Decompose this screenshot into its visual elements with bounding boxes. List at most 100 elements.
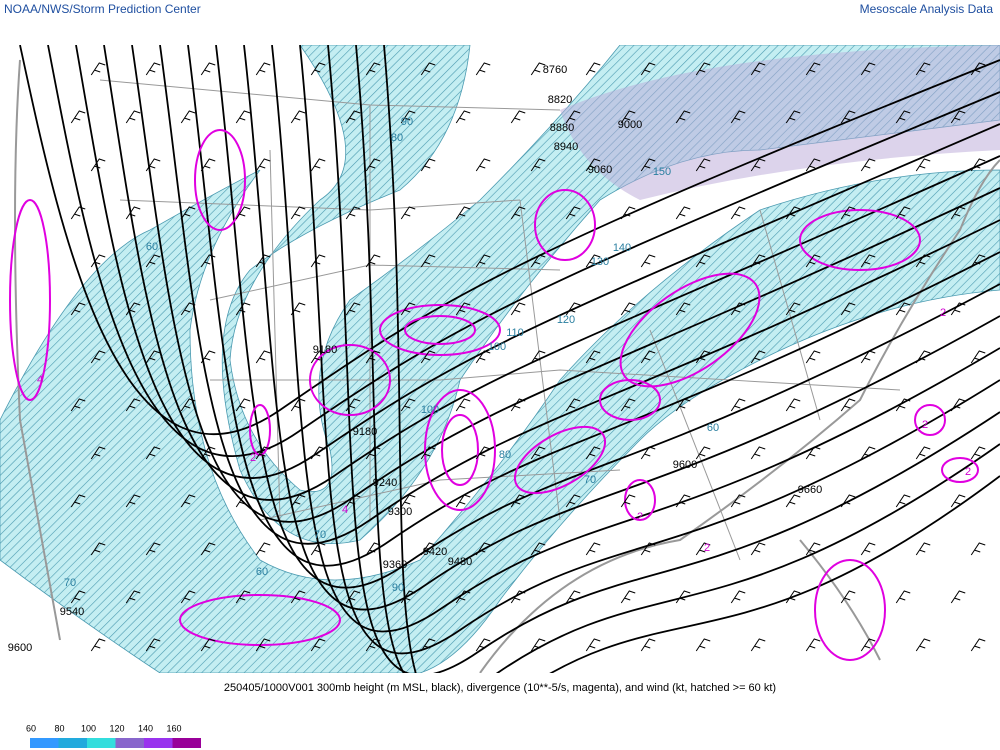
height-contour: [159, 45, 1000, 545]
wind-barb: [455, 494, 471, 508]
wind-barb: [620, 398, 636, 412]
wind-barb: [785, 398, 801, 412]
wind-barbs: [70, 62, 986, 652]
wind-barb: [145, 446, 161, 460]
wind-barb: [860, 446, 876, 460]
wind-barb: [365, 158, 381, 172]
wind-barb: [200, 254, 216, 268]
wind-barb: [200, 446, 216, 460]
wind-barb: [730, 206, 746, 220]
wind-barb: [475, 158, 491, 172]
wind-barb: [695, 254, 711, 268]
divergence-label: 2: [965, 466, 971, 478]
wind-barb: [750, 62, 766, 76]
wind-barb: [915, 638, 931, 652]
divergence-label: 2: [637, 511, 643, 523]
wind-barb: [70, 590, 86, 604]
height-contour: [187, 45, 1000, 567]
wind-barb: [455, 206, 471, 220]
wind-barb: [70, 302, 86, 316]
iotach-labels: 60: [256, 566, 268, 578]
wind-barb: [255, 446, 271, 460]
wind-barb: [255, 62, 271, 76]
iotach-labels: 60: [707, 422, 719, 434]
wind-barb: [200, 350, 216, 364]
wind-barb: [915, 158, 931, 172]
wind-barb: [640, 446, 656, 460]
wind-barb: [640, 254, 656, 268]
wind-barb: [310, 254, 326, 268]
wind-barb: [90, 350, 106, 364]
wind-barb: [895, 302, 911, 316]
wind-barb: [585, 350, 601, 364]
wind-barb: [145, 62, 161, 76]
wind-barb: [90, 158, 106, 172]
wind-barb: [125, 302, 141, 316]
wind-barb: [950, 206, 966, 220]
wind-barb: [290, 110, 306, 124]
wind-barb: [640, 542, 656, 556]
wind-barb: [950, 302, 966, 316]
header-right: Mesoscale Analysis Data: [860, 2, 994, 16]
wind-barb: [70, 206, 86, 220]
wind-barb: [695, 638, 711, 652]
wind-barb: [750, 542, 766, 556]
height-label: 9540: [60, 606, 84, 618]
wind-barb: [125, 494, 141, 508]
wind-barb: [125, 206, 141, 220]
wind-barb: [970, 350, 986, 364]
wind-barb: [750, 350, 766, 364]
height-contour: [299, 45, 1000, 655]
wind-barb: [90, 638, 106, 652]
wind-barb: [400, 590, 416, 604]
height-label: 9360: [383, 559, 407, 571]
wind-barb: [675, 398, 691, 412]
wind-barb: [365, 62, 381, 76]
wind-barb: [970, 62, 986, 76]
height-label: 8760: [543, 64, 567, 76]
wind-barb: [750, 158, 766, 172]
wind-barb: [585, 254, 601, 268]
iotach-labels: 110: [506, 327, 524, 339]
wind-barb: [475, 446, 491, 460]
height-contour: [75, 45, 1000, 479]
iotach-labels: 100: [421, 404, 439, 416]
wind-barb: [145, 638, 161, 652]
wind-barb: [290, 590, 306, 604]
wind-barb: [310, 350, 326, 364]
wind-barb: [530, 158, 546, 172]
wind-barb: [785, 110, 801, 124]
wind-barb: [475, 638, 491, 652]
iotach-labels: 140: [613, 242, 631, 254]
wind-barb: [255, 254, 271, 268]
wind-barb: [200, 62, 216, 76]
height-contour: [47, 45, 1000, 458]
legend: 60 80 100 120 140 160: [26, 723, 201, 748]
wind-barb: [730, 590, 746, 604]
wind-barb: [565, 110, 581, 124]
wind-barb: [675, 110, 691, 124]
wind-barb: [585, 446, 601, 460]
wind-barb: [585, 158, 601, 172]
wind-barb: [915, 542, 931, 556]
wind-barb: [365, 350, 381, 364]
height-contour: [19, 45, 1000, 436]
wind-barb: [620, 590, 636, 604]
wind-barb: [950, 590, 966, 604]
wind-barb: [180, 110, 196, 124]
wind-barb: [70, 398, 86, 412]
height-label: 9480: [448, 556, 472, 568]
wind-barb: [565, 302, 581, 316]
wind-barb: [620, 206, 636, 220]
wind-barb: [750, 638, 766, 652]
wind-barb: [310, 542, 326, 556]
iotach-labels: 70: [64, 577, 76, 589]
wind-barb: [145, 542, 161, 556]
wind-barb: [475, 350, 491, 364]
wind-barb: [235, 590, 251, 604]
wind-barb: [530, 254, 546, 268]
wind-barb: [750, 254, 766, 268]
wind-barb: [310, 638, 326, 652]
wind-barb: [530, 62, 546, 76]
